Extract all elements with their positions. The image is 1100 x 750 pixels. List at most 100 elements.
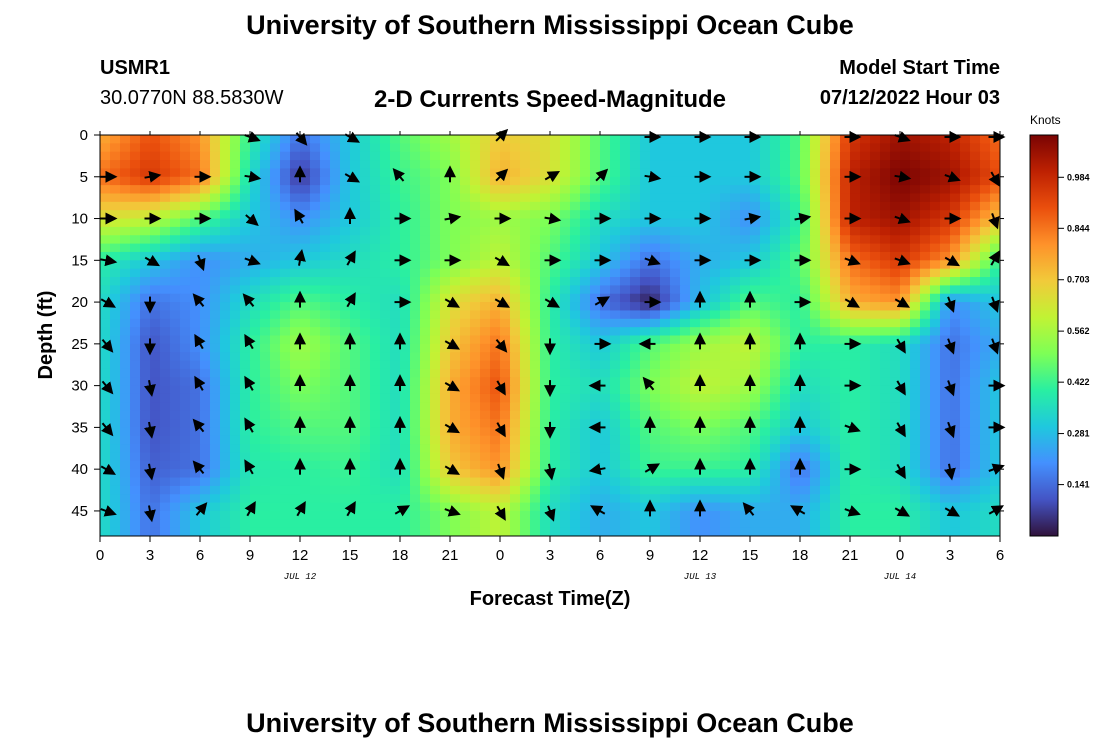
heatmap-cell bbox=[770, 510, 781, 520]
heatmap-cell bbox=[810, 510, 821, 520]
heatmap-cell bbox=[770, 477, 781, 487]
heatmap-cell bbox=[160, 327, 171, 337]
heatmap-cell bbox=[250, 226, 261, 236]
heatmap-cell bbox=[710, 393, 721, 403]
heatmap-cell bbox=[850, 151, 861, 161]
heatmap-cell bbox=[140, 452, 151, 462]
heatmap-cell bbox=[800, 318, 811, 328]
heatmap-cell bbox=[440, 151, 451, 161]
heatmap-cell bbox=[130, 469, 141, 479]
heatmap-cell bbox=[300, 201, 311, 211]
heatmap-cell bbox=[480, 268, 491, 278]
heatmap-cell bbox=[150, 235, 161, 245]
current-arrow bbox=[144, 380, 156, 397]
heatmap-cell bbox=[420, 343, 431, 353]
heatmap-cell bbox=[790, 494, 801, 504]
heatmap-cell bbox=[110, 352, 121, 362]
heatmap-cell bbox=[140, 235, 151, 245]
heatmap-cell bbox=[460, 318, 471, 328]
heatmap-cell bbox=[460, 302, 471, 312]
heatmap-cell bbox=[720, 268, 731, 278]
heatmap-cell bbox=[810, 410, 821, 420]
heatmap-cell bbox=[970, 510, 981, 520]
heatmap-cell bbox=[850, 352, 861, 362]
heatmap-cell bbox=[820, 168, 831, 178]
heatmap-cell bbox=[920, 377, 931, 387]
heatmap-cell bbox=[990, 435, 1000, 445]
heatmap-cell bbox=[930, 352, 941, 362]
heatmap-cell bbox=[180, 402, 191, 412]
heatmap-cell bbox=[130, 235, 141, 245]
heatmap-cell bbox=[790, 310, 801, 320]
heatmap-cell bbox=[560, 469, 571, 479]
heatmap-cell bbox=[430, 377, 441, 387]
heatmap-cell bbox=[830, 444, 841, 454]
heatmap-cell bbox=[270, 318, 281, 328]
heatmap-cell bbox=[810, 427, 821, 437]
heatmap-cell bbox=[340, 168, 351, 178]
heatmap-cell bbox=[120, 460, 131, 470]
heatmap-cell bbox=[900, 502, 911, 512]
heatmap-cell bbox=[510, 393, 521, 403]
heatmap-cell bbox=[640, 176, 651, 186]
heatmap-cell bbox=[310, 419, 321, 428]
heatmap-cell bbox=[520, 494, 531, 504]
heatmap-cell bbox=[990, 193, 1000, 203]
heatmap-cell bbox=[670, 302, 681, 312]
heatmap-cell bbox=[360, 469, 371, 479]
heatmap-cell bbox=[740, 393, 751, 403]
heatmap-cell bbox=[340, 410, 351, 420]
heatmap-cell bbox=[230, 385, 241, 395]
heatmap-cell bbox=[860, 235, 871, 245]
heatmap-cell bbox=[940, 527, 951, 536]
heatmap-cell bbox=[700, 444, 711, 454]
current-arrow bbox=[494, 254, 511, 267]
heatmap-cell bbox=[740, 444, 751, 454]
heatmap-cell bbox=[570, 201, 581, 211]
heatmap-cell bbox=[750, 502, 761, 512]
heatmap-cell bbox=[710, 285, 721, 295]
heatmap-cell bbox=[870, 277, 881, 286]
heatmap-cell bbox=[240, 519, 251, 529]
heatmap-cell bbox=[970, 485, 981, 495]
heatmap-cell bbox=[310, 435, 321, 445]
heatmap-cell bbox=[630, 160, 641, 170]
heatmap-cell bbox=[260, 519, 271, 529]
heatmap-cell bbox=[930, 318, 941, 328]
heatmap-cell bbox=[220, 368, 231, 378]
heatmap-cell bbox=[340, 151, 351, 161]
heatmap-cell bbox=[530, 519, 541, 529]
heatmap-cell bbox=[250, 302, 261, 312]
heatmap-cell bbox=[920, 193, 931, 203]
current-arrow bbox=[242, 293, 255, 307]
heatmap-cell bbox=[130, 368, 141, 378]
heatmap-cell bbox=[450, 368, 461, 378]
heatmap-cell bbox=[530, 310, 541, 320]
heatmap-cell bbox=[330, 435, 341, 445]
heatmap-cell bbox=[460, 243, 471, 253]
heatmap-cell bbox=[880, 201, 891, 211]
heatmap-cell bbox=[400, 260, 411, 270]
heatmap-cell bbox=[760, 343, 771, 353]
heatmap-cell bbox=[110, 193, 121, 203]
heatmap-cell bbox=[460, 368, 471, 378]
heatmap-cell bbox=[760, 135, 771, 144]
heatmap-cell bbox=[330, 168, 341, 178]
heatmap-cell bbox=[580, 335, 591, 345]
heatmap-cell bbox=[950, 143, 961, 153]
heatmap-cell bbox=[920, 360, 931, 370]
current-arrow bbox=[101, 380, 114, 395]
heatmap-cell bbox=[410, 268, 421, 278]
heatmap-cell bbox=[740, 151, 751, 161]
heatmap-cell bbox=[590, 410, 601, 420]
heatmap-cell bbox=[190, 469, 201, 479]
heatmap-cell bbox=[250, 143, 261, 153]
heatmap-cell bbox=[710, 135, 721, 144]
heatmap-cell bbox=[360, 410, 371, 420]
heatmap-cell bbox=[230, 410, 241, 420]
heatmap-cell bbox=[490, 494, 501, 504]
heatmap-cell bbox=[380, 427, 391, 437]
heatmap-cell bbox=[940, 352, 951, 362]
heatmap-cell bbox=[270, 477, 281, 487]
heatmap-cell bbox=[350, 302, 361, 312]
